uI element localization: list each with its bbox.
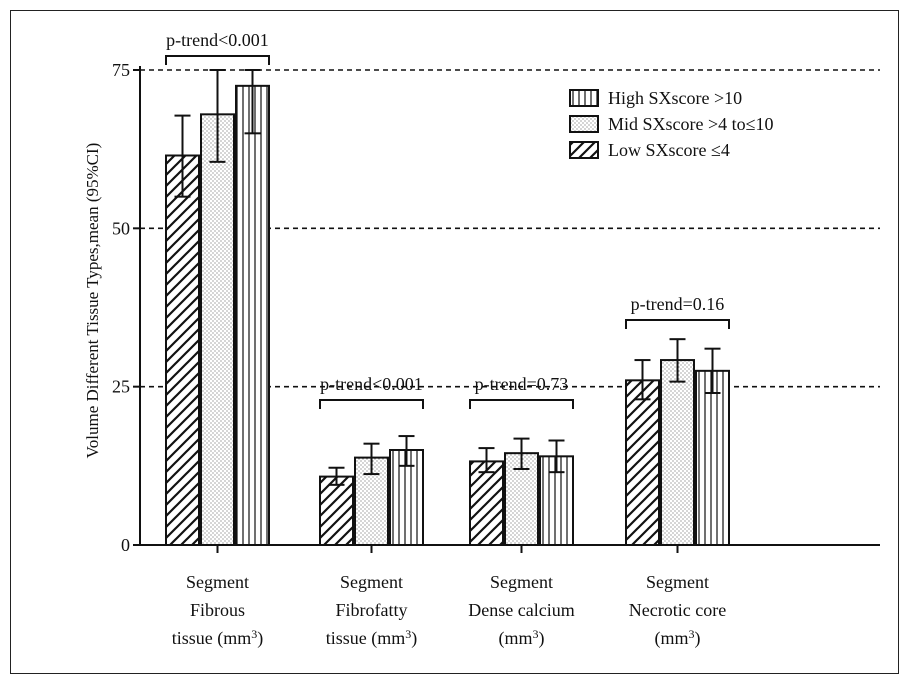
annotation-label: p-trend<0.001 [166, 30, 269, 50]
bar [660, 359, 695, 547]
x-tick-label: Fibrous [190, 600, 245, 620]
legend-label: Low SXscore ≤4 [608, 140, 730, 160]
legend-swatch [569, 89, 599, 107]
y-tick-label: 0 [121, 535, 130, 555]
x-tick-label: Dense calcium [468, 600, 574, 620]
plot-area: 0 25 50 75 Volume Different Tissue Types,mea… [83, 30, 880, 649]
x-tick-label: tissue (mm3) [172, 627, 264, 649]
figure-frame [10, 10, 899, 674]
annotation-bracket [319, 399, 424, 409]
legend-swatch [569, 115, 599, 133]
x-tick-label: Segment [646, 572, 709, 592]
annotation-label: p-trend=0.73 [475, 374, 569, 394]
y-tick-label: 50 [112, 218, 130, 238]
bar [200, 113, 235, 546]
x-tick-label: (mm3) [655, 627, 701, 649]
legend-label: Mid SXscore >4 to≤10 [608, 114, 774, 134]
annotation-bracket [165, 55, 270, 65]
bar [165, 154, 200, 546]
x-tick-label: Segment [340, 572, 403, 592]
x-tick-label: Fibrofatty [336, 600, 408, 620]
annotation-label: p-trend<0.001 [320, 374, 423, 394]
x-tick-label: Segment [186, 572, 249, 592]
bar [469, 460, 504, 546]
annotation-bracket [469, 399, 574, 409]
y-tick-label: 25 [112, 377, 130, 397]
annotation-label: p-trend=0.16 [631, 294, 725, 314]
bar [625, 379, 660, 547]
x-tick-label: tissue (mm3) [326, 627, 418, 649]
x-tick-label: Segment [490, 572, 553, 592]
y-axis-label: Volume Different Tissue Types,mean (95%C… [83, 143, 102, 459]
x-tick-label: Necrotic core [629, 600, 726, 620]
legend-label: High SXscore >10 [608, 88, 742, 108]
bar [319, 475, 354, 547]
annotation-bracket [625, 319, 730, 329]
y-tick-label: 75 [112, 60, 130, 80]
bar [235, 84, 270, 546]
bar [695, 369, 730, 547]
legend-swatch [569, 141, 599, 159]
x-tick-label: (mm3) [499, 627, 545, 649]
